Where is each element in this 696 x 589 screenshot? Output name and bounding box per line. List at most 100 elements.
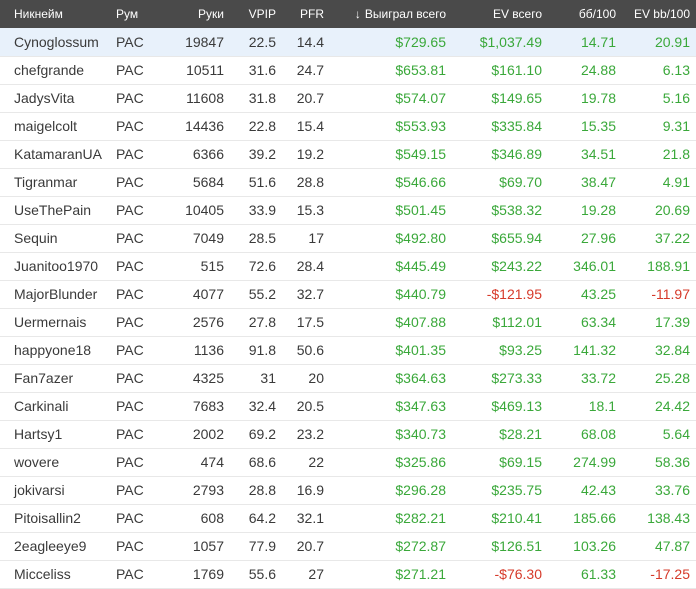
cell-hands: 14436 <box>185 118 224 134</box>
cell-ev-bb100: 24.42 <box>654 398 690 414</box>
cell-pfr: 22 <box>308 454 324 470</box>
cell-vpip: 31.6 <box>248 62 276 78</box>
table-row[interactable]: KatamaranUA PAC 6366 39.2 19.2 $549.15 $346.89… <box>0 140 696 168</box>
column-header-nickname[interactable]: Никнейм <box>14 7 63 21</box>
cell-nickname: wovere <box>14 454 60 470</box>
cell-hands: 10511 <box>186 62 224 78</box>
arrow-down-icon: ↓ <box>354 7 361 21</box>
table-row[interactable]: Micceliss PAC 1769 55.6 27 $271.21 -$76.30 61.3… <box>0 560 696 588</box>
cell-ev-total: $273.33 <box>491 370 542 386</box>
cell-ev-bb100: 33.76 <box>654 482 690 498</box>
cell-ev-total: $346.89 <box>491 146 542 162</box>
cell-vpip: 69.2 <box>248 426 276 442</box>
cell-vpip: 31 <box>260 370 276 386</box>
cell-ev-bb100: 17.39 <box>654 314 690 330</box>
cell-room: PAC <box>116 230 144 246</box>
cell-ev-bb100: 9.31 <box>662 118 690 134</box>
table-body: Cynoglossum PAC 19847 22.5 14.4 $729.65 $1,037… <box>0 28 696 588</box>
column-header-bb100[interactable]: бб/100 <box>578 7 616 21</box>
cell-nickname: Cynoglossum <box>14 33 99 50</box>
cell-hands: 6366 <box>192 146 224 162</box>
cell-ev-bb100: 20.69 <box>654 202 690 218</box>
cell-ev-bb100: 25.28 <box>654 370 690 386</box>
cell-pfr: 17 <box>308 230 324 246</box>
table-row[interactable]: jokivarsi PAC 2793 28.8 16.9 $296.28 $235.75 42… <box>0 476 696 504</box>
cell-ev-bb100: 47.87 <box>654 538 690 554</box>
cell-won-total: $364.63 <box>395 370 446 386</box>
table-row[interactable]: Tigranmar PAC 5684 51.6 28.8 $546.66 $69.70 38.… <box>0 168 696 196</box>
cell-pfr: 20 <box>308 370 324 386</box>
cell-bb100: 346.01 <box>573 258 616 274</box>
cell-hands: 515 <box>200 258 224 274</box>
cell-ev-total: $126.51 <box>491 538 542 554</box>
cell-room: PAC <box>116 342 144 358</box>
table-row[interactable]: Juanitoo1970 PAC 515 72.6 28.4 $445.49 $243.22… <box>0 252 696 280</box>
cell-ev-total: $69.70 <box>499 174 542 190</box>
cell-pfr: 27 <box>308 566 324 582</box>
cell-room: PAC <box>116 566 144 582</box>
cell-vpip: 27.8 <box>248 314 276 330</box>
cell-won-total: $492.80 <box>395 230 446 246</box>
cell-bb100: 61.33 <box>580 566 616 582</box>
cell-ev-bb100: 58.36 <box>654 454 690 470</box>
cell-bb100: 15.35 <box>580 118 616 134</box>
table-row[interactable]: Sequin PAC 7049 28.5 17 $492.80 $655.94 27.96 37… <box>0 224 696 252</box>
column-header-ev-bb100[interactable]: EV bb/100 <box>633 7 690 21</box>
table-row[interactable]: JadysVita PAC 11608 31.8 20.7 $574.07 $149.65 1… <box>0 84 696 112</box>
cell-nickname: Hartsy1 <box>14 426 63 442</box>
cell-nickname: 2eagleeye9 <box>14 538 87 554</box>
column-header-won-total[interactable]: ↓ Выиграл всего <box>354 7 446 21</box>
table-row[interactable]: Pitoisallin2 PAC 608 64.2 32.1 $282.21 $210.41… <box>0 504 696 532</box>
table-row[interactable]: Fan7azer PAC 4325 31 20 $364.63 $273.33 33.72 25… <box>0 364 696 392</box>
column-header-hands[interactable]: Руки <box>198 7 224 21</box>
table-row[interactable]: Cynoglossum PAC 19847 22.5 14.4 $729.65 $1,037… <box>0 28 696 56</box>
cell-won-total: $546.66 <box>395 174 446 190</box>
cell-room: PAC <box>116 538 144 554</box>
cell-bb100: 18.1 <box>588 398 616 414</box>
table-row[interactable]: wovere PAC 474 68.6 22 $325.86 $69.15 274.99 58.… <box>0 448 696 476</box>
cell-won-total: $653.81 <box>395 62 446 78</box>
cell-ev-total: $149.65 <box>491 90 542 106</box>
cell-room: PAC <box>116 482 144 498</box>
cell-vpip: 22.8 <box>248 118 276 134</box>
cell-ev-total: $655.94 <box>491 230 542 246</box>
table-row[interactable]: Uermernais PAC 2576 27.8 17.5 $407.88 $112.01 6… <box>0 308 696 336</box>
cell-room: PAC <box>116 510 144 526</box>
cell-vpip: 28.8 <box>248 482 276 498</box>
table-row[interactable]: 2eagleeye9 PAC 1057 77.9 20.7 $272.87 $126.51 1… <box>0 532 696 560</box>
cell-vpip: 22.5 <box>248 33 276 50</box>
cell-won-total: $296.28 <box>395 482 446 498</box>
cell-pfr: 32.7 <box>296 286 324 302</box>
cell-nickname: Tigranmar <box>14 174 78 190</box>
table-row[interactable]: UseThePain PAC 10405 33.9 15.3 $501.45 $538.32… <box>0 196 696 224</box>
cell-vpip: 91.8 <box>248 342 276 358</box>
table-row[interactable]: MajorBlunder PAC 4077 55.2 32.7 $440.79 -$121.… <box>0 280 696 308</box>
cell-won-total: $729.65 <box>395 33 446 50</box>
cell-bb100: 24.88 <box>580 62 616 78</box>
cell-won-total: $271.21 <box>395 566 446 582</box>
column-header-ev-total[interactable]: EV всего <box>492 7 542 21</box>
table-row[interactable]: Hartsy1 PAC 2002 69.2 23.2 $340.73 $28.21 68.08… <box>0 420 696 448</box>
cell-vpip: 68.6 <box>248 454 276 470</box>
cell-bb100: 274.99 <box>573 454 616 470</box>
table-row[interactable]: chefgrande PAC 10511 31.6 24.7 $653.81 $161.10… <box>0 56 696 84</box>
column-header-vpip[interactable]: VPIP <box>248 7 276 21</box>
cell-room: PAC <box>116 118 144 134</box>
cell-hands: 7049 <box>192 230 224 246</box>
column-header-room[interactable]: Рум <box>116 7 139 21</box>
cell-ev-total: -$121.95 <box>486 286 542 302</box>
cell-pfr: 50.6 <box>296 342 324 358</box>
cell-won-total: $282.21 <box>395 510 446 526</box>
table-row[interactable]: maigelcolt PAC 14436 22.8 15.4 $553.93 $335.84… <box>0 112 696 140</box>
cell-hands: 1136 <box>193 342 224 358</box>
cell-hands: 10405 <box>185 202 224 218</box>
table-row[interactable]: happyone18 PAC 1136 91.8 50.6 $401.35 $93.25 14… <box>0 336 696 364</box>
cell-room: PAC <box>116 33 144 50</box>
column-header-pfr[interactable]: PFR <box>300 7 324 21</box>
table-row[interactable]: Carkinali PAC 7683 32.4 20.5 $347.63 $469.13 18… <box>0 392 696 420</box>
cell-vpip: 33.9 <box>248 202 276 218</box>
cell-ev-total: $243.22 <box>491 258 542 274</box>
cell-pfr: 16.9 <box>296 482 324 498</box>
cell-pfr: 14.4 <box>296 33 324 50</box>
